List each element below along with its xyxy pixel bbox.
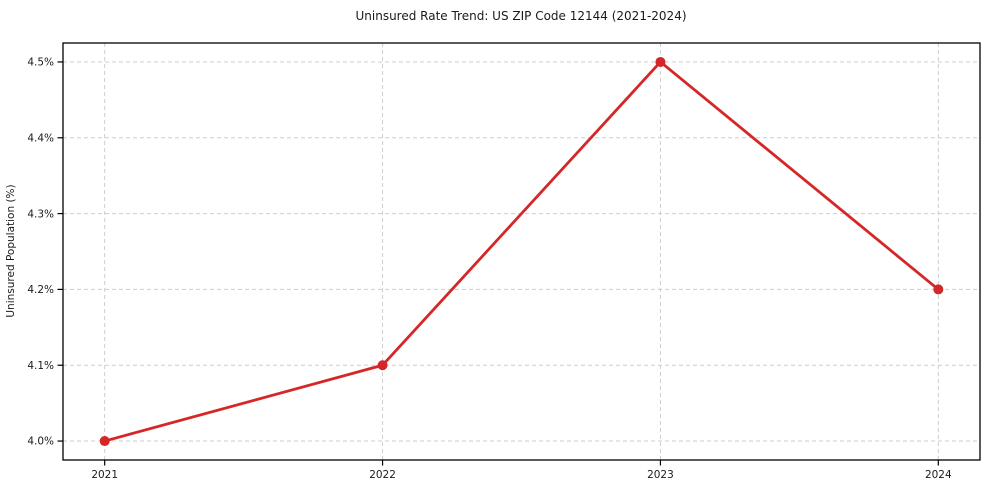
data-point [655, 56, 666, 67]
y-axis-label: Uninsured Population (%) [5, 184, 17, 317]
x-tick-label: 2021 [91, 469, 118, 481]
chart-title: Uninsured Rate Trend: US ZIP Code 12144 … [355, 9, 686, 23]
data-point [377, 360, 388, 371]
trend-line [103, 60, 940, 443]
y-tick-label: 4.4% [27, 132, 54, 144]
x-tick-label: 2024 [925, 469, 952, 481]
plot-frame [62, 42, 981, 461]
plot-border [62, 42, 981, 461]
y-tick-label: 4.1% [27, 360, 54, 372]
y-tick-label: 4.5% [27, 57, 54, 69]
y-tick-label: 4.3% [27, 208, 54, 220]
data-series [99, 56, 944, 447]
gridlines [63, 43, 980, 460]
y-tick-label: 4.0% [27, 436, 54, 448]
data-point [99, 436, 110, 447]
x-tick-label: 2022 [369, 469, 396, 481]
data-point [933, 284, 944, 295]
x-tick-label: 2023 [647, 469, 674, 481]
axis-ticks: 2021 2022 2023 2024 4.0% 4.1% 4.2% 4.3% 4.4% 4.5% [27, 57, 952, 481]
y-tick-label: 4.2% [27, 284, 54, 296]
